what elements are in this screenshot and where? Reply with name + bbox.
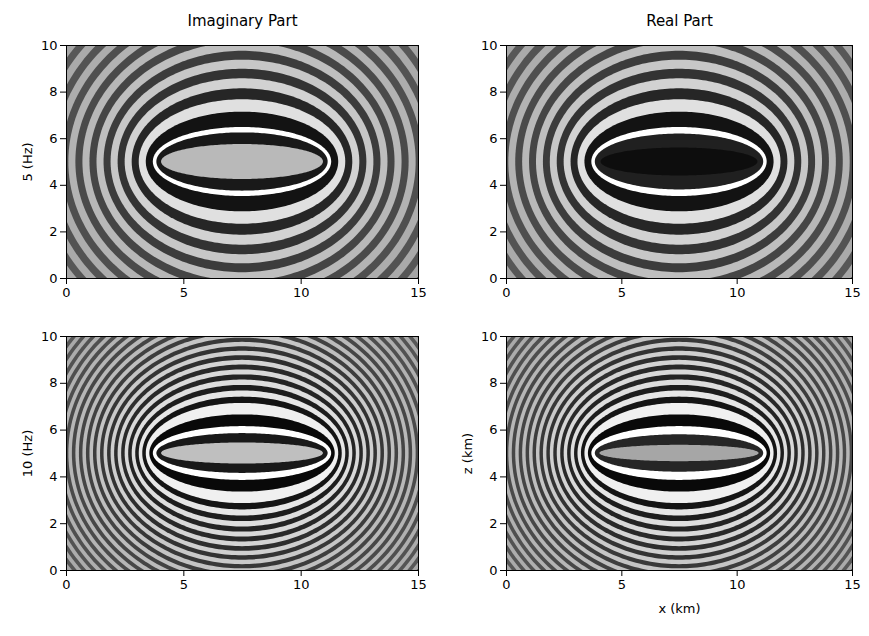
svg-text:15: 15 — [844, 285, 861, 300]
svg-text:6: 6 — [49, 131, 57, 146]
svg-text:4: 4 — [49, 177, 57, 192]
svg-text:10 (Hz): 10 (Hz) — [20, 430, 35, 477]
svg-text:5: 5 — [618, 285, 626, 300]
svg-text:8: 8 — [489, 375, 497, 390]
svg-text:5: 5 — [180, 285, 188, 300]
svg-text:4: 4 — [49, 469, 57, 484]
svg-text:0: 0 — [502, 577, 510, 592]
svg-text:10: 10 — [481, 329, 498, 344]
svg-text:10: 10 — [481, 38, 498, 53]
svg-text:4: 4 — [489, 469, 497, 484]
svg-text:15: 15 — [410, 285, 427, 300]
svg-text:0: 0 — [62, 285, 70, 300]
svg-text:0: 0 — [49, 271, 57, 286]
svg-text:0: 0 — [489, 271, 497, 286]
svg-text:6: 6 — [49, 422, 57, 437]
svg-text:5: 5 — [180, 577, 188, 592]
svg-text:10: 10 — [729, 577, 746, 592]
svg-text:z (km): z (km) — [460, 433, 475, 474]
svg-text:10: 10 — [41, 329, 58, 344]
svg-text:Imaginary Part: Imaginary Part — [187, 12, 297, 30]
svg-text:8: 8 — [489, 84, 497, 99]
svg-text:5: 5 — [618, 577, 626, 592]
svg-text:10: 10 — [729, 285, 746, 300]
svg-text:5 (Hz): 5 (Hz) — [20, 142, 35, 181]
svg-text:6: 6 — [489, 131, 497, 146]
svg-text:10: 10 — [41, 38, 58, 53]
svg-text:15: 15 — [410, 577, 427, 592]
svg-text:6: 6 — [489, 422, 497, 437]
svg-text:4: 4 — [489, 177, 497, 192]
svg-text:0: 0 — [62, 577, 70, 592]
svg-text:0: 0 — [502, 285, 510, 300]
svg-text:2: 2 — [49, 224, 57, 239]
svg-text:8: 8 — [49, 375, 57, 390]
svg-text:10: 10 — [293, 285, 310, 300]
svg-text:10: 10 — [293, 577, 310, 592]
svg-text:0: 0 — [489, 563, 497, 578]
svg-text:8: 8 — [49, 84, 57, 99]
svg-text:2: 2 — [49, 516, 57, 531]
svg-text:15: 15 — [844, 577, 861, 592]
svg-text:x (km): x (km) — [658, 601, 700, 616]
svg-text:2: 2 — [489, 516, 497, 531]
svg-text:Real Part: Real Part — [646, 12, 713, 30]
svg-text:2: 2 — [489, 224, 497, 239]
svg-text:0: 0 — [49, 563, 57, 578]
